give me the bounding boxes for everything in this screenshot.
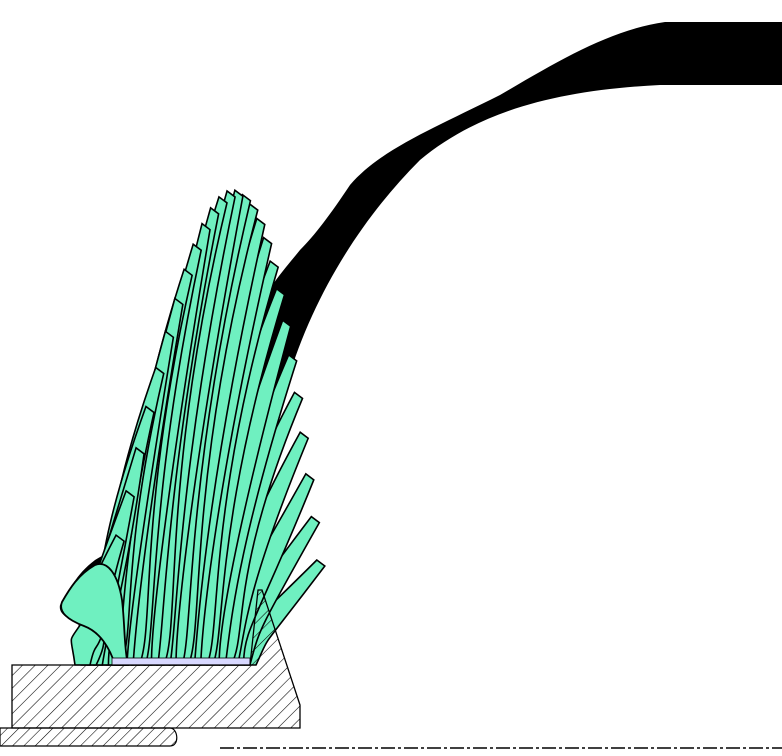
fiber-foot-bulge	[60, 563, 130, 666]
hatched-bottom-plate	[0, 727, 178, 747]
contact-pad-strip	[111, 657, 251, 666]
fiber-strands	[60, 188, 326, 666]
